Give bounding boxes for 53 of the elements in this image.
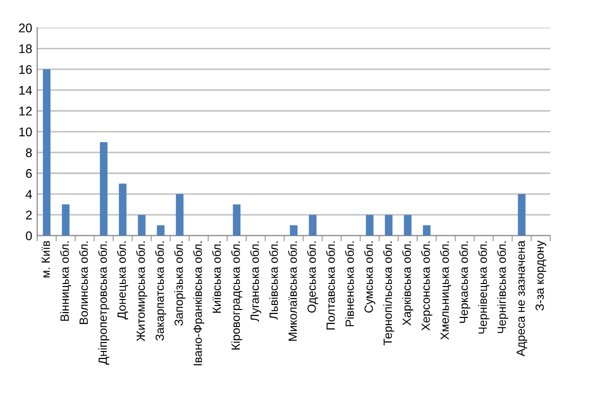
x-tick-label: Рівненська обл. xyxy=(345,242,354,326)
x-tick-label: Дніпропетровська обл. xyxy=(98,242,110,365)
bar xyxy=(404,214,412,236)
x-tick-label: Запорізька обл. xyxy=(174,242,186,326)
bar xyxy=(176,194,184,236)
y-tick-label: 18 xyxy=(19,44,32,54)
x-tick-label: Сумська обл. xyxy=(364,242,376,313)
x-tick-label: Хмельницька обл. xyxy=(440,242,452,340)
y-tick-label: 2 xyxy=(26,210,32,220)
x-tick-label: Харківська обл. xyxy=(402,242,414,326)
x-tick-label: Івано-Франківська обл. xyxy=(193,242,204,366)
bar xyxy=(518,194,526,236)
x-tick-label: Львівська обл. xyxy=(269,242,278,320)
bar xyxy=(156,225,164,236)
y-tick-label: 0 xyxy=(26,231,32,240)
x-tick-label: Херсонська обл. xyxy=(421,242,432,331)
x-tick-label: Вінницька обл. xyxy=(60,242,72,321)
x-tick-label: Полтавська обл. xyxy=(326,242,335,330)
y-tick-label: 14 xyxy=(19,86,32,95)
bar xyxy=(384,214,392,236)
bar xyxy=(232,204,240,236)
bar xyxy=(42,69,50,236)
x-tick-label: Чернігівська обл. xyxy=(497,242,508,334)
bar xyxy=(422,225,430,236)
y-tick-label: 20 xyxy=(19,24,32,32)
bar xyxy=(62,204,70,236)
x-tick-label: Черкаська обл. xyxy=(459,242,470,323)
x-tick-label: З-за кордону xyxy=(536,240,546,310)
y-tick-label: 4 xyxy=(26,190,32,199)
bar xyxy=(138,214,146,236)
x-tick-label: Тернопільська обл. xyxy=(383,242,394,346)
x-tick-label: Волинська обл. xyxy=(79,242,88,324)
bar xyxy=(366,214,374,236)
x-tick-label: Київська обл. xyxy=(212,242,221,313)
y-tick-label: 16 xyxy=(19,65,32,74)
bar xyxy=(100,142,108,236)
x-tick-label: Закарпатська обл. xyxy=(155,242,166,341)
y-tick-label: 10 xyxy=(19,127,32,136)
x-tick-label: Одеська обл. xyxy=(307,242,318,313)
x-tick-label: Кіровоградська обл. xyxy=(231,242,242,350)
bar xyxy=(118,184,126,236)
bar xyxy=(308,214,316,236)
y-tick-label: 6 xyxy=(26,169,32,178)
x-tick-label: Донецька обл. xyxy=(117,242,128,320)
y-tick-label: 8 xyxy=(26,148,32,158)
x-tick-label: Луганська обл. xyxy=(250,242,262,322)
x-tick-label: Миколаївська обл. xyxy=(288,242,297,341)
x-tick-label: Чернівецька обл. xyxy=(478,242,490,334)
x-tick-label: Адреса не зазначена xyxy=(516,240,528,356)
y-tick-label: 12 xyxy=(19,106,32,116)
bar xyxy=(290,225,298,236)
x-tick-label: Житомирська обл. xyxy=(136,242,148,342)
x-tick-label: м. Київ xyxy=(42,240,50,278)
